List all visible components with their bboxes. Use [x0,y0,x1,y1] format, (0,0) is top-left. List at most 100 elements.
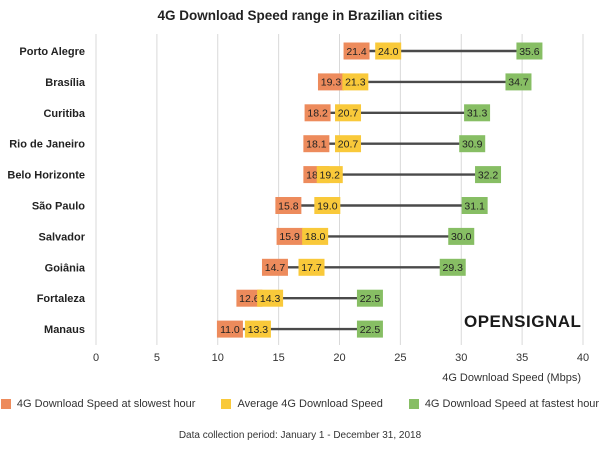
average-label-6-text: 18.0 [305,231,326,243]
category-label-8: Fortaleza [37,293,86,305]
x-tick-15: 15 [273,352,285,364]
legend-label-fastest: 4G Download Speed at fastest hour [424,398,600,410]
average-label-3-text: 20.7 [338,139,359,151]
slowest-label-0-text: 21.4 [346,46,367,58]
brand-name: OPENSIGNAL [464,312,582,331]
fastest-label-0-text: 35.6 [519,46,540,58]
average-label-8: 14.3 [257,289,284,307]
category-label-2: Curitiba [43,108,85,120]
average-label-0-box [375,42,402,60]
average-label-4: 19.2 [316,166,343,184]
average-label-1-text: 21.3 [345,77,366,89]
x-tick-0: 0 [93,352,99,364]
average-label-7: 17.7 [298,258,325,276]
category-label-3: Rio de Janeiro [9,139,85,151]
fastest-label-8-box [356,289,383,307]
fastest-label-7-box [439,258,466,276]
chart-title: 4G Download Speed range in Brazilian cit… [157,8,443,23]
slowest-label-1-text: 19.3 [321,77,342,89]
slowest-label-5-text: 15.8 [278,200,299,212]
slowest-label-1-box [317,73,344,91]
fastest-label-8: 22.5 [356,289,383,307]
slowest-label-9-text: 11.0 [220,324,240,336]
fastest-label-1-text: 34.7 [508,77,529,89]
slowest-label-5-box [275,197,302,214]
x-tick-10: 10 [212,352,224,364]
legend-label-average: Average 4G Download Speed [237,398,383,410]
data-labels: 21.4 35.6 24.0 19.3 34.7 21.3 18.2 31.3 20.7 18.1… [216,42,543,338]
x-tick-35: 35 [516,352,528,364]
legend-item-fastest: 4G Download Speed at fastest hour [408,398,600,410]
fastest-label-9-text: 22.5 [360,324,381,336]
fastest-label-4: 32.2 [475,166,502,184]
fastest-label-6-box [448,227,475,245]
fastest-label-0: 35.6 [516,42,543,60]
category-label-5: São Paulo [32,201,85,213]
legend-swatch-fastest [408,399,419,409]
fastest-label-6-text: 30.0 [451,231,472,243]
category-label-6: Salvador [39,231,86,243]
fastest-label-5-box [461,197,488,214]
footnote: Data collection period: January 1 - Dece… [178,430,422,441]
x-tick-25: 25 [394,352,406,364]
average-label-5-box [314,197,341,214]
legend-label-slowest: 4G Download Speed at slowest hour [16,398,196,410]
fastest-label-9: 22.5 [356,320,383,338]
category-label-9: Manaus [44,324,85,336]
fastest-label-3: 30.9 [459,135,486,153]
fastest-label-5: 31.1 [461,197,488,214]
slowest-label-6-box [276,227,303,245]
fastest-label-8-text: 22.5 [360,293,381,305]
slowest-label-2-box [304,104,331,122]
y-category-labels: Porto Alegre Brasília Curitiba Rio de Janei… [7,46,86,336]
x-tick-30: 30 [455,352,467,364]
x-tick-20: 20 [333,352,345,364]
average-label-5: 19.0 [314,197,341,214]
average-label-1-box [342,73,369,91]
legend: 4G Download Speed at slowest hour Averag… [0,398,600,410]
average-label-9: 13.3 [244,320,271,338]
legend-item-average: Average 4G Download Speed [221,398,383,410]
fastest-label-7: 29.3 [439,258,466,276]
fastest-label-0-box [516,42,543,60]
slowest-label-5: 15.8 [275,197,302,214]
average-label-7-text: 17.7 [301,262,322,274]
slowest-label-8: 12.6 [236,289,263,307]
slowest-label-6: 15.9 [276,227,303,245]
legend-swatch-average [221,399,232,409]
slowest-label-6-text: 15.9 [279,231,300,243]
fastest-label-4-text: 32.2 [478,169,499,181]
average-label-9-box [244,320,271,338]
slowest-label-2: 18.2 [304,104,331,122]
slowest-label-9-box [216,320,243,338]
slowest-label-7-box [261,258,288,276]
category-label-4: Belo Horizonte [7,170,85,182]
fastest-label-1: 34.7 [505,73,532,91]
category-label-7: Goiânia [45,262,86,274]
average-label-0-text: 24.0 [378,46,399,58]
slowest-label-3-box [303,135,330,153]
fastest-label-1-box [505,73,532,91]
slowest-label-7: 14.7 [261,258,288,276]
slowest-label-0-box [343,42,370,60]
fastest-label-6: 30.0 [448,227,475,245]
average-label-0: 24.0 [375,42,402,60]
fastest-label-7-text: 29.3 [443,262,464,274]
legend-swatch-slowest [0,399,11,409]
fastest-label-5-text: 31.1 [464,200,485,212]
x-tick-40: 40 [577,352,589,364]
fastest-label-2-text: 31.3 [467,108,488,120]
slowest-label-8-box [236,289,263,307]
average-label-6: 18.0 [302,227,329,245]
slowest-label-0: 21.4 [343,42,370,60]
slowest-label-7-text: 14.7 [265,262,286,274]
fastest-label-2: 31.3 [464,104,491,122]
average-label-4-box [316,166,343,184]
opensignal-logo: OPENSIGNAL [464,312,581,332]
fastest-label-9-box [356,320,383,338]
average-label-2-text: 20.7 [338,108,359,120]
range-lines [229,49,530,331]
slowest-label-8-text: 12.6 [239,293,260,305]
legend-item-slowest: 4G Download Speed at slowest hour [0,398,196,410]
